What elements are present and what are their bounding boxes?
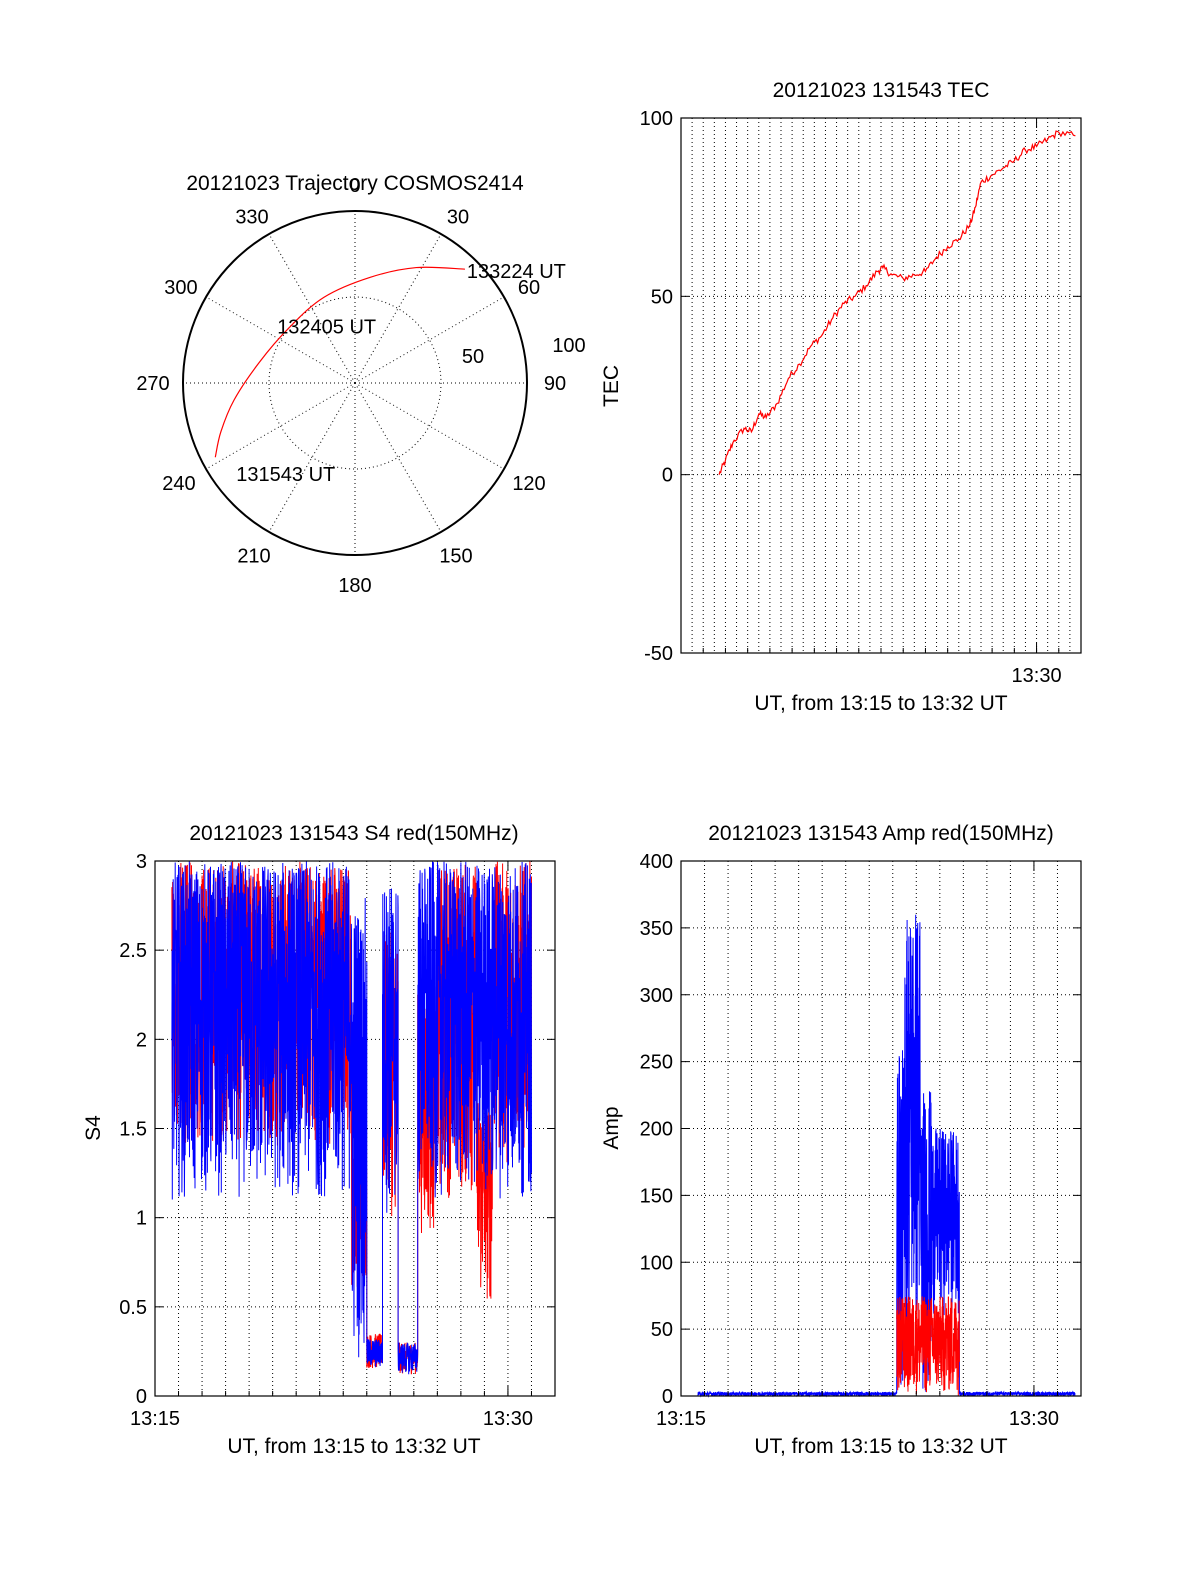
tec-series-line xyxy=(718,130,1076,475)
ytick-label: 50 xyxy=(651,286,673,308)
polar-spoke-120 xyxy=(354,382,505,470)
xtick-label: 13:15 xyxy=(130,1408,180,1430)
polar-angle-label-120: 120 xyxy=(512,473,545,495)
polar-angle-label-30: 30 xyxy=(447,207,469,229)
ytick-label: 0 xyxy=(662,1386,673,1408)
ytick-label: 0 xyxy=(662,465,673,487)
amp-ylabel: Amp xyxy=(600,1106,623,1149)
amp-title: 20121023 131543 Amp red(150MHz) xyxy=(708,822,1054,845)
polar-outer-circle xyxy=(182,210,528,556)
ytick-label: 200 xyxy=(640,1119,673,1141)
tec-ylabel: TEC xyxy=(600,365,623,407)
tec-title: 20121023 131543 TEC xyxy=(773,79,990,102)
polar-angle-label-240: 240 xyxy=(162,473,195,495)
polar-angle-label-150: 150 xyxy=(439,545,472,567)
xtick-label: 13:15 xyxy=(656,1408,706,1430)
polar-angle-label-90: 90 xyxy=(544,373,566,395)
ytick-label: 50 xyxy=(651,1319,673,1341)
amp-ticks: 0 50 100 150 200 250 300 350 400 13:15 13:30 xyxy=(640,851,1081,1430)
polar-spoke-300 xyxy=(205,296,356,384)
s4-xlabel: UT, from 13:15 to 13:32 UT xyxy=(227,1435,480,1458)
ytick-label: 1 xyxy=(136,1208,147,1230)
tec-xlabel: UT, from 13:15 to 13:32 UT xyxy=(754,692,1007,715)
amp-frame xyxy=(680,860,1082,1397)
polar-angle-labels: 0 30 60 90 120 150 180 210 240 270 300 330 xyxy=(136,175,566,597)
ytick-label: 1.5 xyxy=(119,1119,147,1141)
polar-radius-label-50: 50 xyxy=(462,346,484,368)
polar-spoke-60 xyxy=(354,296,505,384)
polar-angle-label-270: 270 xyxy=(136,373,169,395)
polar-ring-50 xyxy=(268,296,442,470)
amp-series-blue xyxy=(697,914,1076,1398)
polar-spoke-30 xyxy=(354,233,442,384)
ytick-label: 0.5 xyxy=(119,1297,147,1319)
ytick-label: 350 xyxy=(640,918,673,940)
s4-title: 20121023 131543 S4 red(150MHz) xyxy=(189,822,518,845)
ytick-label: 2 xyxy=(136,1029,147,1051)
ytick-label: 400 xyxy=(640,851,673,873)
s4-series xyxy=(171,861,532,1375)
polar-title: 20121023 Trajectory COSMOS2414 xyxy=(186,172,524,195)
xtick-label: 13:30 xyxy=(1009,1408,1059,1430)
s4-ylabel: S4 xyxy=(82,1115,105,1141)
ytick-label: 0 xyxy=(136,1386,147,1408)
ytick-label: 100 xyxy=(640,108,673,130)
polar-spoke-240 xyxy=(205,382,356,470)
amp-series-red xyxy=(896,1296,960,1396)
s4-panel: 20121023 131543 S4 red(150MHz) 0 0.5 1 1.5 2… xyxy=(82,822,556,1458)
ytick-label: 100 xyxy=(640,1252,673,1274)
s4-series-blue xyxy=(171,861,532,1375)
polar-radius-label-100: 100 xyxy=(552,335,585,357)
amp-panel: 20121023 131543 Amp red(150MHz) 0 50 100 15… xyxy=(600,822,1082,1458)
xtick-label: 13:30 xyxy=(483,1408,533,1430)
ytick-label: 3 xyxy=(136,851,147,873)
amp-xlabel: UT, from 13:15 to 13:32 UT xyxy=(754,1435,1007,1458)
tec-grid xyxy=(681,118,1081,653)
polar-angle-label-180: 180 xyxy=(338,575,371,597)
s4-frame xyxy=(154,860,556,1397)
polar-spoke-330 xyxy=(268,233,356,384)
ytick-label: 300 xyxy=(640,985,673,1007)
polar-spoke-150 xyxy=(354,382,442,533)
ytick-label: 150 xyxy=(640,1185,673,1207)
amp-series xyxy=(697,914,1076,1398)
xtick-label: 13:30 xyxy=(1012,665,1062,687)
annotation-start-time: 131543 UT xyxy=(236,464,335,486)
polar-spoke-210 xyxy=(268,382,356,533)
ytick-label: 2.5 xyxy=(119,940,147,962)
trajectory-line xyxy=(214,266,465,458)
polar-angle-label-300: 300 xyxy=(164,277,197,299)
polar-angle-label-330: 330 xyxy=(235,207,268,229)
ytick-label: -50 xyxy=(644,643,673,665)
ytick-label: 250 xyxy=(640,1052,673,1074)
polar-grid xyxy=(183,211,527,555)
polar-trajectory-panel: 20121023 Trajectory COSMOS2414 0 30 60 90 12… xyxy=(136,172,585,597)
polar-angle-label-60: 60 xyxy=(518,277,540,299)
amp-grid xyxy=(681,861,1081,1396)
polar-angle-label-210: 210 xyxy=(237,545,270,567)
tec-frame xyxy=(680,117,1082,654)
polar-angle-label-0: 0 xyxy=(349,175,360,197)
annotation-mid-time: 132405 UT xyxy=(277,316,376,338)
tec-panel: 20121023 131543 TEC -50 0 50 100 13:30 UT, f… xyxy=(600,79,1082,715)
s4-ticks: 0 0.5 1 1.5 2 2.5 3 13:15 13:30 xyxy=(119,851,555,1430)
annotation-end-time: 133224 UT xyxy=(467,261,566,283)
